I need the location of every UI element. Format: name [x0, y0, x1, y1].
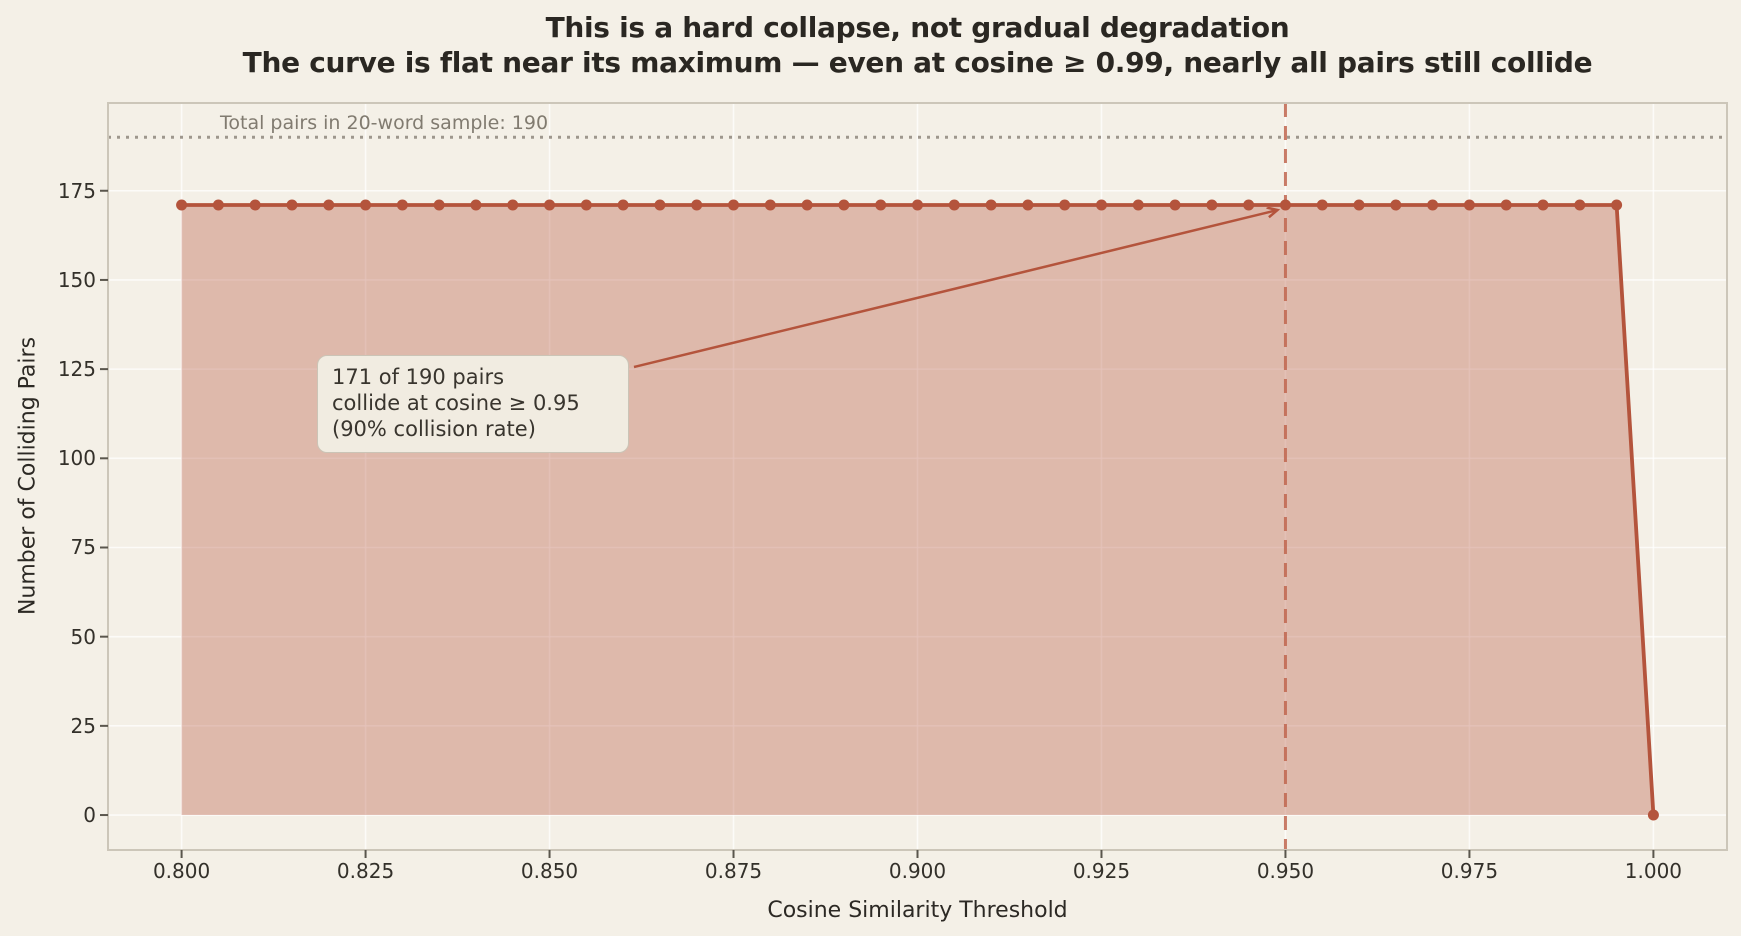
collision-annotation-box: 171 of 190 pairs collide at cosine ≥ 0.9…	[317, 355, 629, 453]
data-point-marker	[286, 199, 298, 211]
data-point-marker	[838, 199, 850, 211]
data-point-marker	[728, 199, 740, 211]
data-point-marker	[948, 199, 960, 211]
data-point-marker	[1647, 809, 1659, 821]
y-axis-label: Number of Colliding Pairs	[15, 336, 41, 616]
collision-area-fill	[181, 205, 1654, 816]
y-tick-label: 150	[57, 267, 96, 292]
data-point-marker	[1316, 199, 1328, 211]
data-point-marker	[1427, 199, 1439, 211]
y-tick-label: 75	[70, 535, 96, 560]
data-point-marker	[323, 199, 335, 211]
data-point-marker	[764, 199, 776, 211]
annotation-line2: collide at cosine ≥ 0.95	[332, 391, 580, 415]
data-point-marker	[1611, 199, 1623, 211]
y-tick-label: 175	[57, 178, 96, 203]
data-point-marker	[912, 199, 923, 211]
x-tick-label: 0.900	[888, 859, 947, 883]
chart-title-line2: The curve is flat near its maximum — eve…	[242, 46, 1593, 79]
data-point-marker	[396, 199, 408, 211]
chart-title-line1: This is a hard collapse, not gradual deg…	[545, 11, 1290, 44]
data-point-marker	[691, 199, 703, 211]
y-tick-label: 125	[57, 357, 96, 382]
data-point-marker	[544, 199, 556, 211]
data-point-marker	[801, 199, 813, 211]
x-tick-label: 0.925	[1072, 859, 1131, 883]
data-point-marker	[1279, 199, 1291, 211]
data-point-marker	[433, 199, 445, 211]
data-point-marker	[1353, 199, 1365, 211]
x-tick-label: 1.000	[1624, 859, 1683, 883]
data-point-marker	[212, 199, 224, 211]
total-pairs-label: Total pairs in 20-word sample: 190	[220, 112, 549, 134]
data-point-marker	[1022, 199, 1034, 211]
data-point-marker	[1132, 199, 1144, 211]
data-point-marker	[1206, 199, 1218, 211]
data-point-marker	[580, 199, 592, 211]
x-tick-label: 0.800	[152, 859, 211, 883]
data-point-marker	[176, 199, 188, 211]
annotation-line1: 171 of 190 pairs	[332, 365, 505, 389]
y-tick-label: 50	[70, 624, 96, 649]
data-point-marker	[875, 199, 887, 211]
data-point-marker	[507, 199, 519, 211]
chart-title: This is a hard collapse, not gradual deg…	[94, 10, 1741, 80]
data-point-marker	[617, 199, 629, 211]
data-point-marker	[360, 199, 372, 211]
data-point-marker	[1243, 199, 1255, 211]
x-tick-label: 0.850	[520, 859, 579, 883]
data-point-marker	[1463, 199, 1475, 211]
x-tick-label: 0.875	[704, 859, 763, 883]
data-point-marker	[1500, 199, 1512, 211]
data-point-marker	[985, 199, 997, 211]
x-tick-label: 0.975	[1440, 859, 1499, 883]
y-tick-label: 25	[70, 713, 96, 738]
x-axis-label: Cosine Similarity Threshold	[767, 898, 1068, 923]
data-point-marker	[1574, 199, 1586, 211]
y-tick-label: 100	[57, 446, 96, 471]
data-point-marker	[654, 199, 666, 211]
data-point-marker	[1095, 199, 1107, 211]
annotation-line3: (90% collision rate)	[332, 417, 536, 441]
data-point-marker	[1537, 199, 1549, 211]
data-point-marker	[470, 199, 482, 211]
y-tick-label: 0	[83, 803, 96, 828]
x-tick-label: 0.950	[1256, 859, 1315, 883]
data-point-marker	[1390, 199, 1402, 211]
data-point-marker	[1169, 199, 1181, 211]
annotation-arrow	[633, 210, 1277, 369]
data-point-marker	[249, 199, 261, 211]
x-tick-label: 0.825	[336, 859, 395, 883]
data-point-marker	[1059, 199, 1071, 211]
